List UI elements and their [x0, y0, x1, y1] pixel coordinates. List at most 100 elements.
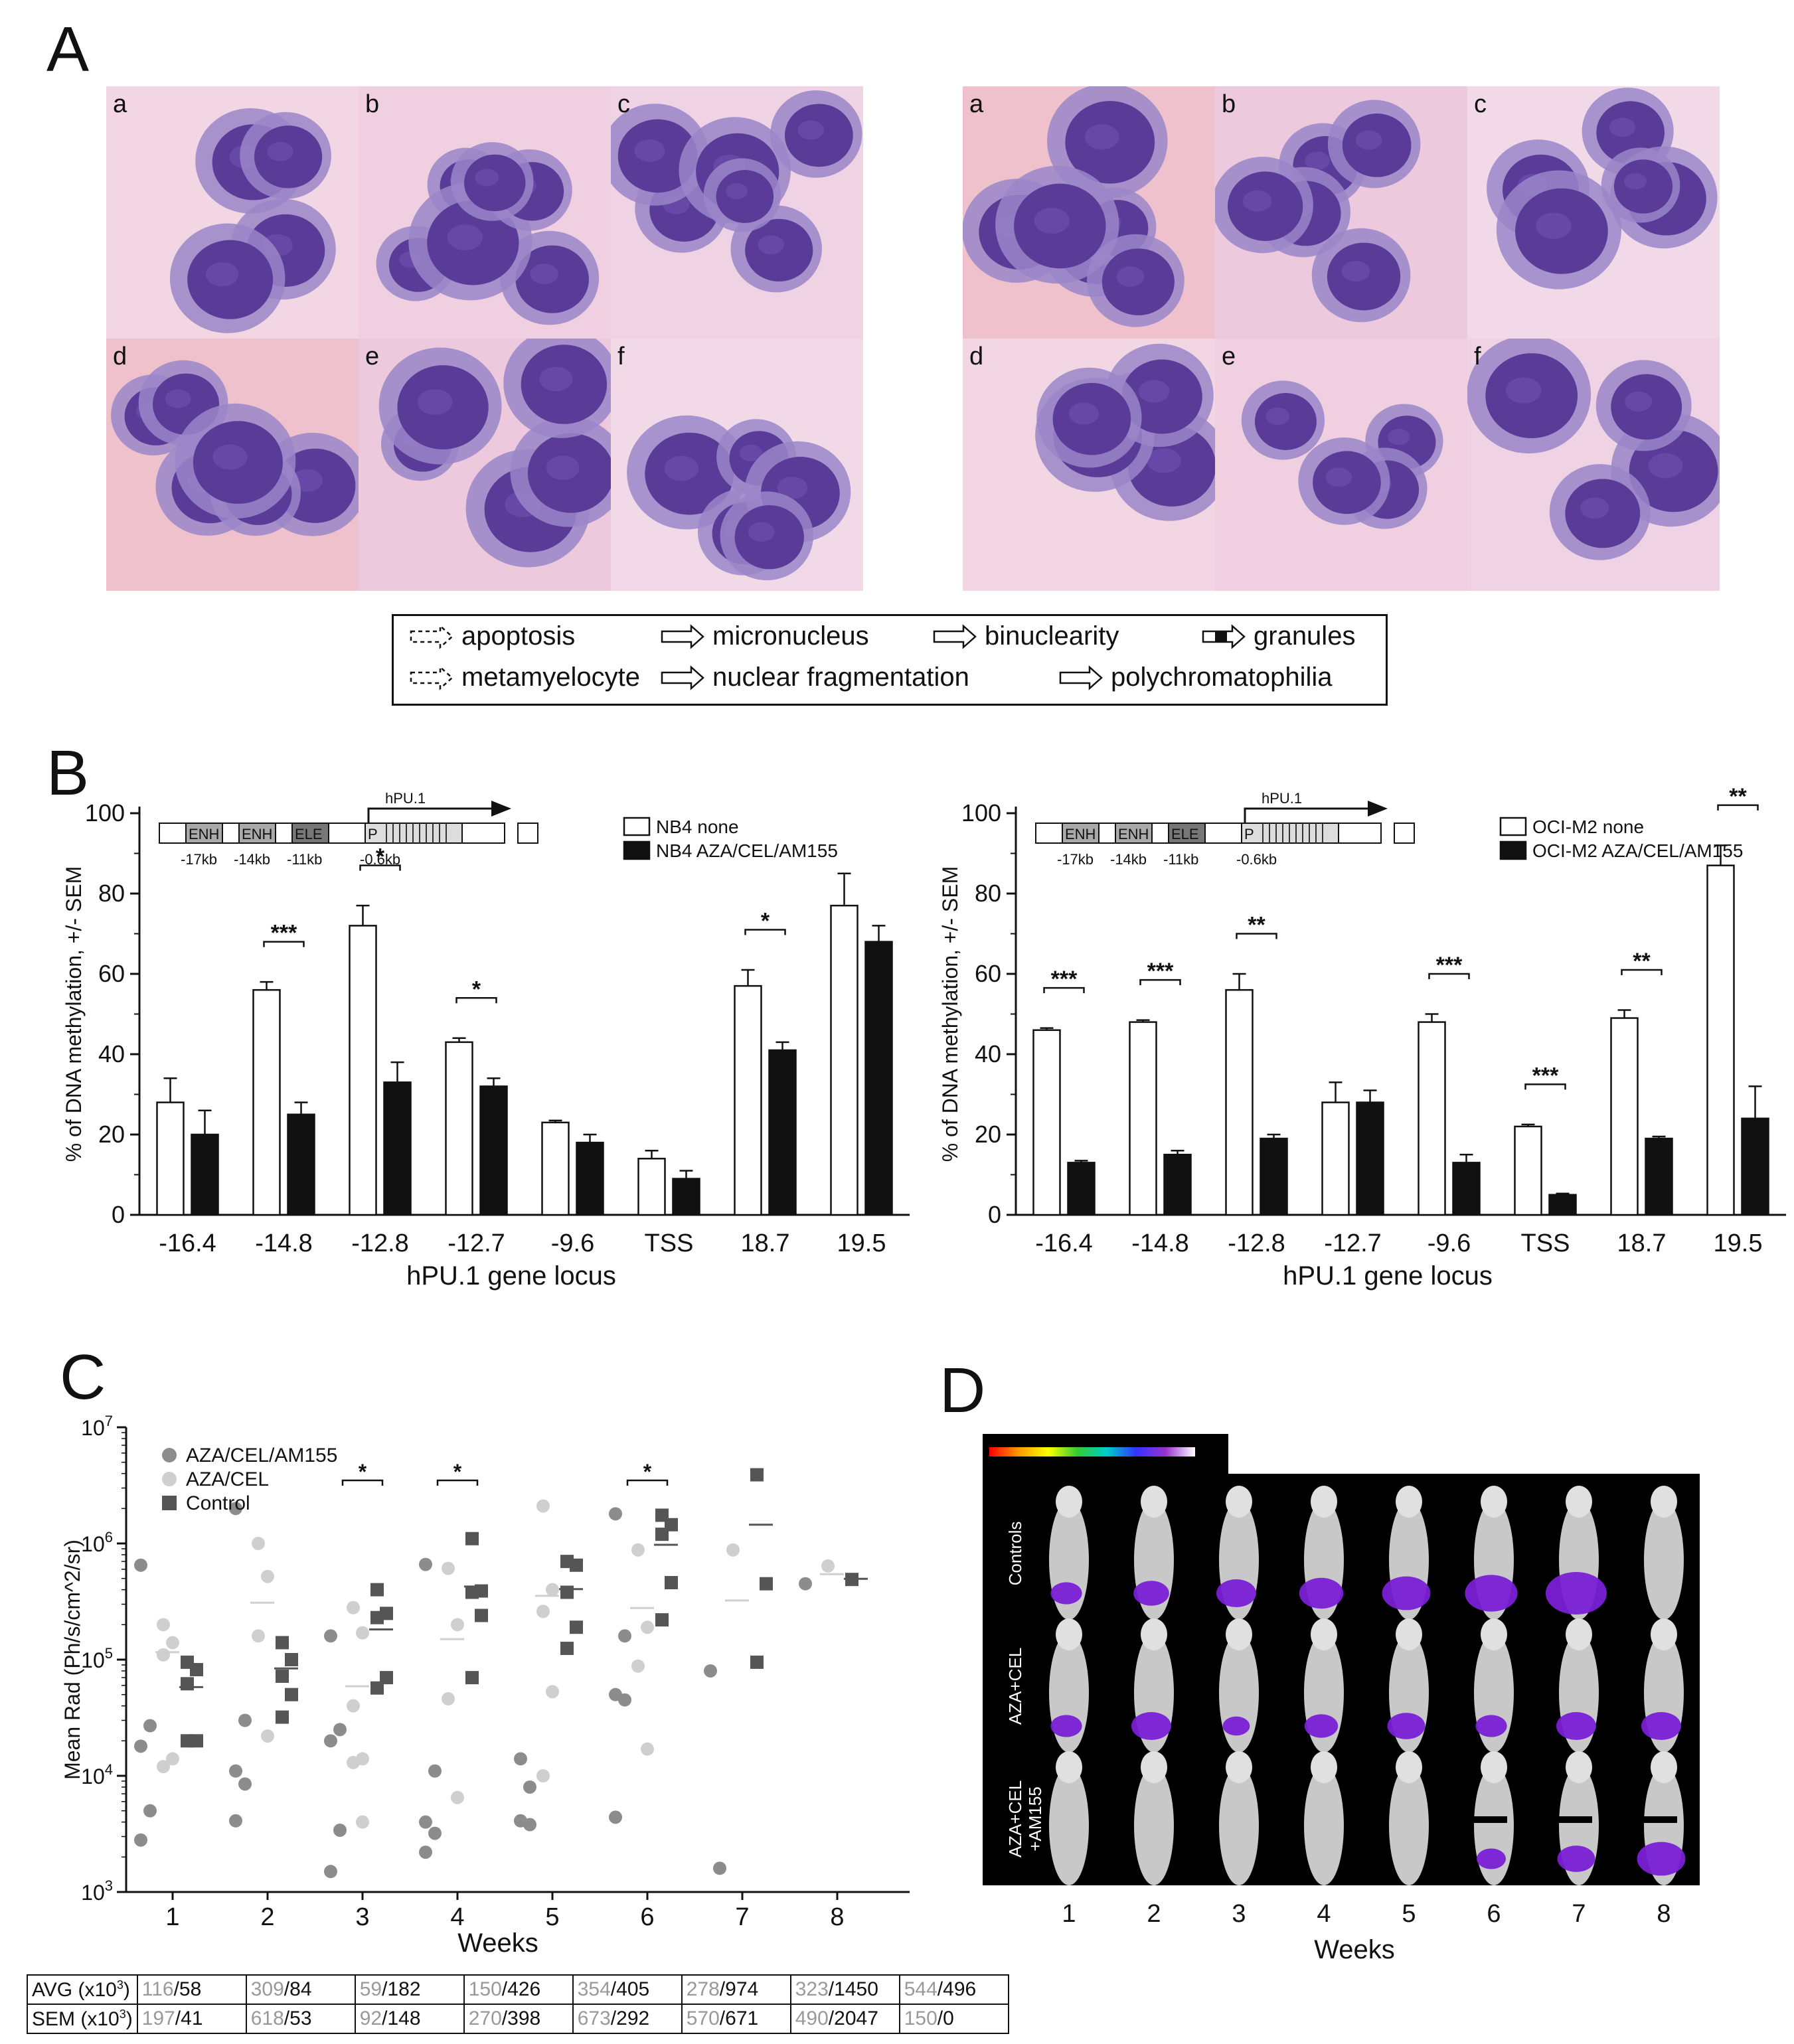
signal-spot — [1556, 1712, 1596, 1740]
legend-label: NB4 none — [656, 817, 739, 837]
gene-map-arrow-label: hPU.1 — [1262, 790, 1302, 807]
legend-item: micronucleus — [659, 621, 869, 651]
cell-cluster — [378, 339, 611, 568]
week-label: 1 — [1062, 1900, 1076, 1928]
cell-cluster — [611, 90, 862, 293]
cell-cluster — [627, 415, 851, 581]
significance-bracket — [436, 1479, 479, 1486]
striped-arrow-icon — [1202, 623, 1246, 649]
y-tick-label: 104 — [81, 1761, 113, 1788]
legend-item: binuclearity — [932, 621, 1119, 651]
data-point-circle — [324, 1629, 337, 1643]
gene-map-position: -11kb — [287, 851, 322, 868]
gene-map-box-label: ENH — [1065, 826, 1096, 842]
x-tick-label: 19.5 — [1714, 1229, 1763, 1257]
nucleolus — [1034, 207, 1070, 234]
mouse-head — [1396, 1751, 1422, 1783]
legend-label: NB4 AZA/CEL/AM155 — [656, 840, 838, 861]
x-tick-label: -9.6 — [1427, 1229, 1471, 1257]
gene-map-box-label: ENH — [1118, 826, 1149, 842]
gene-map-box-label: P — [368, 826, 378, 842]
data-point-circle — [799, 1577, 812, 1591]
data-point-square — [276, 1710, 289, 1724]
colorbar — [989, 1447, 1195, 1456]
data-point-circle — [536, 1605, 550, 1618]
table-row: SEM (x103) 197/41 618/53 92/148 270/398 673/2… — [27, 2004, 1009, 2034]
micrograph-left-f: f — [611, 339, 863, 591]
significance-bracket — [626, 1479, 669, 1486]
micrograph-label: f — [1474, 343, 1481, 370]
data-point-square — [750, 1468, 764, 1482]
y-tick-label: 103 — [81, 1877, 113, 1905]
legend-label: AZA/CEL/AM155 — [186, 1445, 337, 1466]
week-label: 3 — [1232, 1900, 1246, 1928]
significance-bracket — [1236, 933, 1277, 939]
nucleolus — [530, 264, 558, 285]
cell-cluster — [111, 360, 359, 536]
data-point-square — [570, 1620, 583, 1634]
bar — [1706, 864, 1735, 1216]
bar — [1418, 1021, 1446, 1216]
significance-bracket — [455, 997, 497, 1004]
week-label: 6 — [1487, 1900, 1501, 1928]
bar — [383, 1081, 412, 1216]
week-label: 4 — [1317, 1900, 1331, 1928]
signal-spot — [1131, 1712, 1171, 1740]
data-point-circle — [238, 1713, 252, 1727]
mouse-head — [1481, 1486, 1507, 1518]
tss-arrow-icon — [1244, 807, 1368, 823]
x-tick-label: 18.7 — [741, 1229, 790, 1257]
arrow-head-icon — [1368, 801, 1388, 817]
y-tick-label: 100 — [85, 799, 125, 826]
mouse-body — [1389, 1766, 1429, 1885]
y-tick-label: 60 — [98, 960, 125, 987]
mouse-head — [1481, 1618, 1507, 1650]
data-point-circle — [143, 1719, 157, 1733]
data-point-circle — [229, 1814, 242, 1828]
gene-map-position: -14kb — [234, 851, 270, 868]
x-tick-label: 5 — [545, 1903, 559, 1931]
mouse-body — [1304, 1766, 1344, 1885]
bar — [287, 1113, 315, 1216]
legend-label: apoptosis — [461, 621, 576, 651]
y-axis-label: % of DNA methylation, +/- SEM — [62, 866, 86, 1162]
nucleolus — [1138, 380, 1170, 403]
table-row-label: AVG (x103) — [27, 1974, 138, 2005]
significance-label: * — [359, 1460, 367, 1484]
gene-map-box-label: P — [1244, 826, 1254, 842]
gene-map-box — [291, 823, 329, 844]
nucleolus — [1242, 190, 1272, 212]
mouse-head — [1396, 1486, 1422, 1518]
nucleolus — [1506, 377, 1542, 404]
table-cell: 116/58 — [136, 1974, 247, 2005]
nucleolus — [1265, 407, 1290, 426]
significance-bracket — [341, 1479, 384, 1486]
cell-cluster — [169, 108, 336, 333]
data-point-square — [285, 1653, 298, 1666]
data-point-circle — [143, 1804, 157, 1818]
nucleolus — [1325, 467, 1352, 487]
data-point-circle — [347, 1699, 360, 1713]
x-axis-label: hPU.1 gene locus — [406, 1261, 616, 1291]
data-point-circle — [347, 1601, 360, 1614]
morphology-legend: apoptosis micronucleus binuclearity granule… — [392, 614, 1388, 706]
bar — [1067, 1162, 1096, 1216]
micrograph-grid-left: a b c d e f — [106, 86, 863, 591]
data-point-square — [181, 1734, 194, 1748]
data-point-square — [370, 1681, 384, 1695]
micrograph-grid-right: a b c d e f — [963, 86, 1720, 591]
y-tick-label: 107 — [81, 1414, 113, 1440]
nucleolus — [634, 139, 665, 162]
week-label: 7 — [1572, 1900, 1586, 1928]
data-point-circle — [428, 1764, 442, 1778]
legend-swatch — [1499, 817, 1527, 836]
y-axis-label: % of DNA methylation, +/- SEM — [938, 866, 962, 1162]
y-tick-label: 100 — [961, 799, 1001, 826]
signal-spot — [1133, 1581, 1169, 1606]
nucleolus — [739, 444, 763, 461]
x-tick-label: -9.6 — [551, 1229, 594, 1257]
x-tick-label: -14.8 — [1131, 1229, 1189, 1257]
gene-map-box — [1115, 823, 1153, 844]
bar — [672, 1178, 700, 1216]
cell-cluster — [1035, 343, 1215, 521]
